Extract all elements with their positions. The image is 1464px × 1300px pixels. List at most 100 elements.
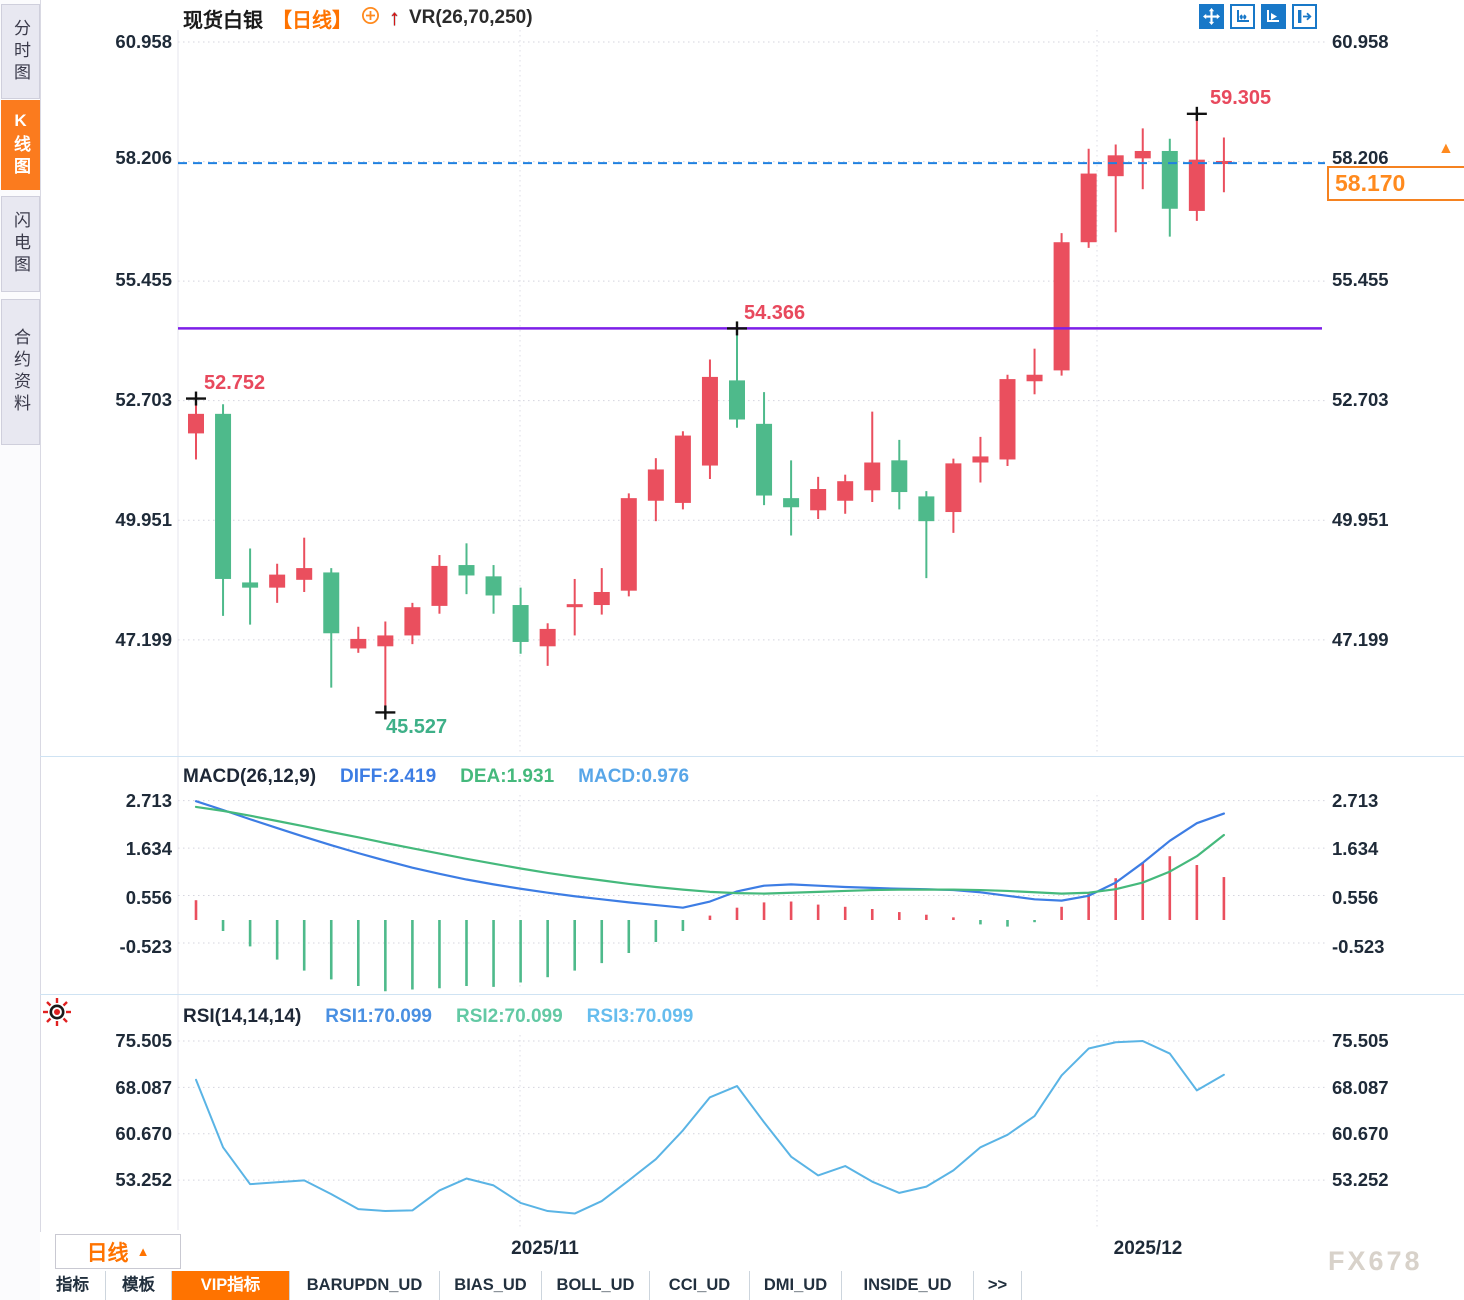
candle-body xyxy=(783,498,800,508)
sidebar-item-candle-chart[interactable]: K线图 xyxy=(1,100,40,190)
macd-axis-label: 2.713 xyxy=(125,790,172,811)
candle-body xyxy=(620,498,637,591)
x-axis-row: 日线 ▲ 2025/11 2025/12 xyxy=(40,1232,1464,1272)
tab-barupdn-ud[interactable]: BARUPDN_UD xyxy=(290,1271,440,1300)
panel-divider xyxy=(40,994,1464,995)
indicator-settings-sun-icon[interactable] xyxy=(42,997,72,1027)
rsi-title: RSI(14,14,14) xyxy=(183,1006,302,1027)
chart-plot-area[interactable] xyxy=(178,30,1326,1230)
macd-diff-line xyxy=(194,800,1226,909)
rsi-axis-label: 75.505 xyxy=(115,1030,172,1051)
macd-hist-value: MACD:0.976 xyxy=(578,766,690,787)
tab-vip-indicators[interactable]: VIP指标 xyxy=(172,1271,290,1300)
scale-x-axis-icon[interactable] xyxy=(1230,4,1255,29)
price-axis-label: 49.951 xyxy=(115,509,172,530)
tab-inside-ud[interactable]: INSIDE_UD xyxy=(842,1271,974,1300)
candle-body xyxy=(404,607,421,636)
price-axis-label: 52.703 xyxy=(115,389,172,410)
candle-body xyxy=(485,576,502,596)
candle-body xyxy=(593,591,610,606)
macd-dea-line xyxy=(194,805,1226,895)
rsi-axis-label: 53.252 xyxy=(115,1169,172,1190)
circle-plus-icon[interactable] xyxy=(361,6,380,30)
collapse-right-panel-icon[interactable] xyxy=(1292,4,1317,29)
sidebar-item-label: 分时图 xyxy=(11,18,30,85)
x-axis-date: 2025/11 xyxy=(511,1238,579,1259)
macd-axis-label: 1.634 xyxy=(125,838,172,859)
chevron-up-icon: ▲ xyxy=(136,1244,150,1259)
candle-body xyxy=(1134,150,1151,159)
macd-title: MACD(26,12,9) xyxy=(183,766,317,787)
price-axis-label: 58.206 xyxy=(115,147,172,168)
rsi-axis-label: 68.087 xyxy=(115,1077,172,1098)
x-axis-date: 2025/12 xyxy=(1113,1238,1183,1259)
tab-more[interactable]: >> xyxy=(974,1271,1022,1300)
candle-body xyxy=(242,582,259,588)
macd-axis-label: -0.523 xyxy=(1332,936,1385,957)
candle-body xyxy=(431,565,448,606)
rsi-line xyxy=(195,1040,1225,1215)
sidebar-item-label: 闪电图 xyxy=(11,211,30,277)
current-price-tag: 58.170 xyxy=(1327,166,1464,201)
candle-body xyxy=(215,413,232,579)
candle-body xyxy=(350,638,367,649)
candle-body xyxy=(458,565,475,576)
candle-body xyxy=(701,376,718,466)
rsi-title-row: RSI(14,14,14) RSI1:70.099 RSI2:70.099 RS… xyxy=(183,1006,693,1028)
annotation-mid-high: 54.366 xyxy=(744,302,806,324)
tab-cci-ud[interactable]: CCI_UD xyxy=(650,1271,750,1300)
candle-body xyxy=(810,489,827,511)
macd-dea-value: DEA:1.931 xyxy=(460,766,555,787)
candle-body xyxy=(512,605,529,642)
move-crosshair-icon[interactable] xyxy=(1199,4,1224,29)
candle-body xyxy=(918,496,935,522)
period-selector[interactable]: 日线 ▲ xyxy=(55,1234,181,1269)
tab-boll-ud[interactable]: BOLL_UD xyxy=(542,1271,650,1300)
tab-indicators[interactable]: 指标 xyxy=(40,1271,106,1300)
sidebar-item-timeline-chart[interactable]: 分时图 xyxy=(1,4,40,99)
rsi-axis-label: 60.670 xyxy=(115,1123,172,1144)
price-axis-label: 49.951 xyxy=(1332,509,1389,530)
annotation-low: 45.527 xyxy=(386,716,448,738)
tab-dmi-ud[interactable]: DMI_UD xyxy=(750,1271,842,1300)
macd-axis-label: 1.634 xyxy=(1332,838,1379,859)
sidebar: 分时图 K线图 闪电图 合约资料 xyxy=(0,0,41,1300)
panel-divider xyxy=(40,756,1464,757)
auto-scale-play-icon[interactable] xyxy=(1261,4,1286,29)
candle-body xyxy=(1053,242,1070,371)
sidebar-item-lightning-chart[interactable]: 闪电图 xyxy=(1,196,40,292)
price-axis-label: 58.206 xyxy=(1332,147,1389,168)
rsi-axis-label: 60.670 xyxy=(1332,1123,1389,1144)
rsi2-value: RSI2:70.099 xyxy=(455,1006,563,1027)
macd-axis-label: -0.523 xyxy=(119,936,172,957)
sidebar-item-contract-info[interactable]: 合约资料 xyxy=(1,299,40,445)
candle-body xyxy=(1107,155,1124,177)
candle-body xyxy=(1188,159,1205,211)
candle-body xyxy=(837,481,854,501)
candle-body xyxy=(756,423,773,496)
rsi3-value: RSI3:70.099 xyxy=(586,1006,694,1027)
tab-bias-ud[interactable]: BIAS_UD xyxy=(440,1271,542,1300)
price-axis-label: 60.958 xyxy=(1332,31,1389,52)
indicator-tab-bar: 指标 模板 VIP指标 BARUPDN_UD BIAS_UD BOLL_UD C… xyxy=(40,1271,1464,1300)
candle-body xyxy=(539,628,556,647)
vr-up-arrow-icon: ↑ xyxy=(389,5,400,30)
candle-body xyxy=(188,413,204,434)
chart-toolbar xyxy=(1199,4,1317,29)
chart-header: 现货白银 【日线】 ↑ VR(26,70,250) xyxy=(183,4,533,32)
macd-diff-value: DIFF:2.419 xyxy=(340,766,437,787)
candle-body xyxy=(296,568,313,580)
price-axis-label: 60.958 xyxy=(115,31,172,52)
rsi1-value: RSI1:70.099 xyxy=(325,1006,432,1027)
tab-templates[interactable]: 模板 xyxy=(106,1271,172,1300)
watermark: FX678 xyxy=(1328,1246,1423,1276)
candle-body xyxy=(323,572,340,634)
annotation-high-left: 52.752 xyxy=(204,372,266,394)
vr-indicator-label: VR(26,70,250) xyxy=(409,7,533,28)
price-up-arrow-icon: ▲ xyxy=(1438,140,1454,157)
candle-body xyxy=(891,460,908,493)
rsi-axis-label: 53.252 xyxy=(1332,1169,1389,1190)
candle-body xyxy=(269,574,286,588)
